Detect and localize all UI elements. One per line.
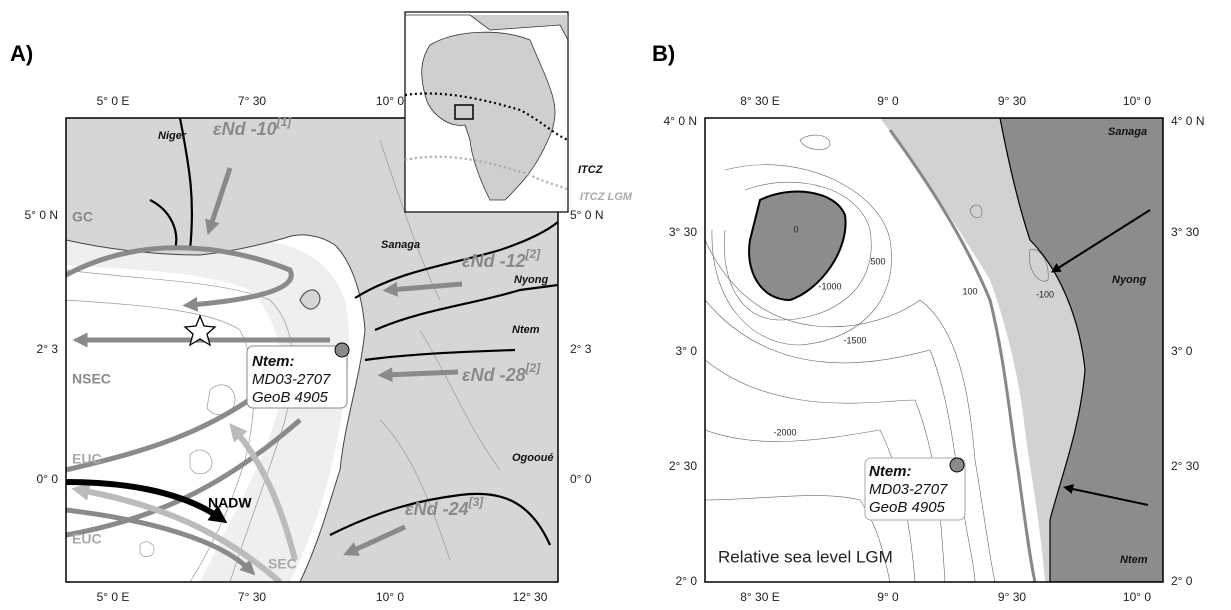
panel-label: A) bbox=[10, 41, 33, 66]
bottom-tick: 5° 0 E bbox=[97, 590, 130, 604]
top-tick: 10° 0 bbox=[376, 94, 404, 108]
caption: Relative sea level LGM bbox=[718, 547, 893, 566]
bottom-tick: 10° 0 bbox=[1123, 590, 1151, 604]
contour-label: 500 bbox=[870, 256, 885, 266]
bottom-tick: 10° 0 bbox=[376, 590, 404, 604]
river-label: Ntem bbox=[512, 324, 540, 336]
itcz-label: ITCZ bbox=[578, 164, 604, 176]
contour-label: -1000 bbox=[818, 281, 841, 291]
top-tick: 5° 0 E bbox=[97, 94, 130, 108]
figure: A) B) 5° 0 E 7° 30 10° 0 5° 0 E 7° 30 10° 0 12° … bbox=[0, 0, 1231, 610]
reference: [2] bbox=[525, 247, 542, 261]
sample-title: Ntem: bbox=[869, 463, 912, 480]
left-tick: 2° 3 bbox=[37, 342, 59, 356]
current-label: EUC bbox=[72, 531, 102, 547]
itcz-lgm-label: ITCZ LGM bbox=[580, 191, 633, 203]
end-member-value: εNd -10 bbox=[213, 119, 277, 139]
panel-label: B) bbox=[652, 41, 675, 66]
core-site bbox=[950, 458, 964, 472]
reference: [1] bbox=[276, 115, 293, 129]
current-label: SEC bbox=[268, 556, 297, 572]
left-tick: 0° 0 bbox=[37, 472, 59, 486]
contour-label: 0 bbox=[793, 224, 798, 234]
sample-title: Ntem: bbox=[252, 353, 295, 370]
top-tick: 7° 30 bbox=[238, 94, 266, 108]
river-label: Ogooué bbox=[512, 452, 554, 464]
river-label: Sanaga bbox=[381, 239, 420, 251]
sample-line: GeoB 4905 bbox=[869, 499, 946, 516]
right-tick: 3° 0 bbox=[1171, 344, 1193, 358]
right-tick: 2° 3 bbox=[570, 342, 592, 356]
reference: [2] bbox=[525, 361, 542, 375]
river-label: Nyong bbox=[1112, 274, 1147, 286]
right-tick: 2° 0 bbox=[1171, 574, 1193, 588]
river-label: Niger bbox=[158, 130, 187, 142]
end-member-value: εNd -24 bbox=[405, 499, 469, 519]
current-label: NADW bbox=[208, 495, 252, 511]
left-tick: 5° 0 N bbox=[25, 208, 58, 222]
end-member-value: εNd -28 bbox=[462, 365, 526, 385]
top-tick: 9° 30 bbox=[998, 94, 1026, 108]
end-member-value: εNd -12 bbox=[462, 251, 526, 271]
current-label: GC bbox=[72, 209, 93, 225]
bottom-tick: 9° 0 bbox=[877, 590, 899, 604]
current-label: NSEC bbox=[72, 371, 111, 387]
left-tick: 3° 0 bbox=[676, 344, 698, 358]
right-tick: 3° 30 bbox=[1171, 225, 1199, 239]
bottom-tick: 8° 30 E bbox=[740, 590, 780, 604]
contour-label: -1500 bbox=[843, 335, 866, 345]
core-site bbox=[335, 343, 349, 357]
river-label: Nyong bbox=[514, 274, 549, 286]
contour-label: -100 bbox=[1036, 289, 1054, 299]
left-tick: 2° 30 bbox=[669, 459, 697, 473]
right-tick: 0° 0 bbox=[570, 472, 592, 486]
current-label: EUC bbox=[72, 451, 102, 467]
left-tick: 4° 0 N bbox=[664, 114, 697, 128]
reference: [3] bbox=[468, 495, 485, 509]
river-label: Sanaga bbox=[1108, 126, 1147, 138]
left-tick: 2° 0 bbox=[676, 574, 698, 588]
right-tick: 2° 30 bbox=[1171, 459, 1199, 473]
left-tick: 3° 30 bbox=[669, 225, 697, 239]
sample-line: MD03-2707 bbox=[869, 481, 948, 498]
bottom-tick: 12° 30 bbox=[513, 590, 548, 604]
right-tick: 4° 0 N bbox=[1171, 114, 1204, 128]
contour-label: 100 bbox=[962, 286, 977, 296]
top-tick: 9° 0 bbox=[877, 94, 899, 108]
top-tick: 10° 0 bbox=[1123, 94, 1151, 108]
right-tick: 5° 0 N bbox=[570, 208, 603, 222]
bottom-tick: 9° 30 bbox=[998, 590, 1026, 604]
top-tick: 8° 30 E bbox=[740, 94, 780, 108]
contour-label: -2000 bbox=[773, 427, 796, 437]
inset-map bbox=[405, 12, 568, 212]
sample-line: MD03-2707 bbox=[252, 371, 331, 388]
river-label: Ntem bbox=[1120, 554, 1148, 566]
sample-line: GeoB 4905 bbox=[252, 389, 329, 406]
bottom-tick: 7° 30 bbox=[238, 590, 266, 604]
